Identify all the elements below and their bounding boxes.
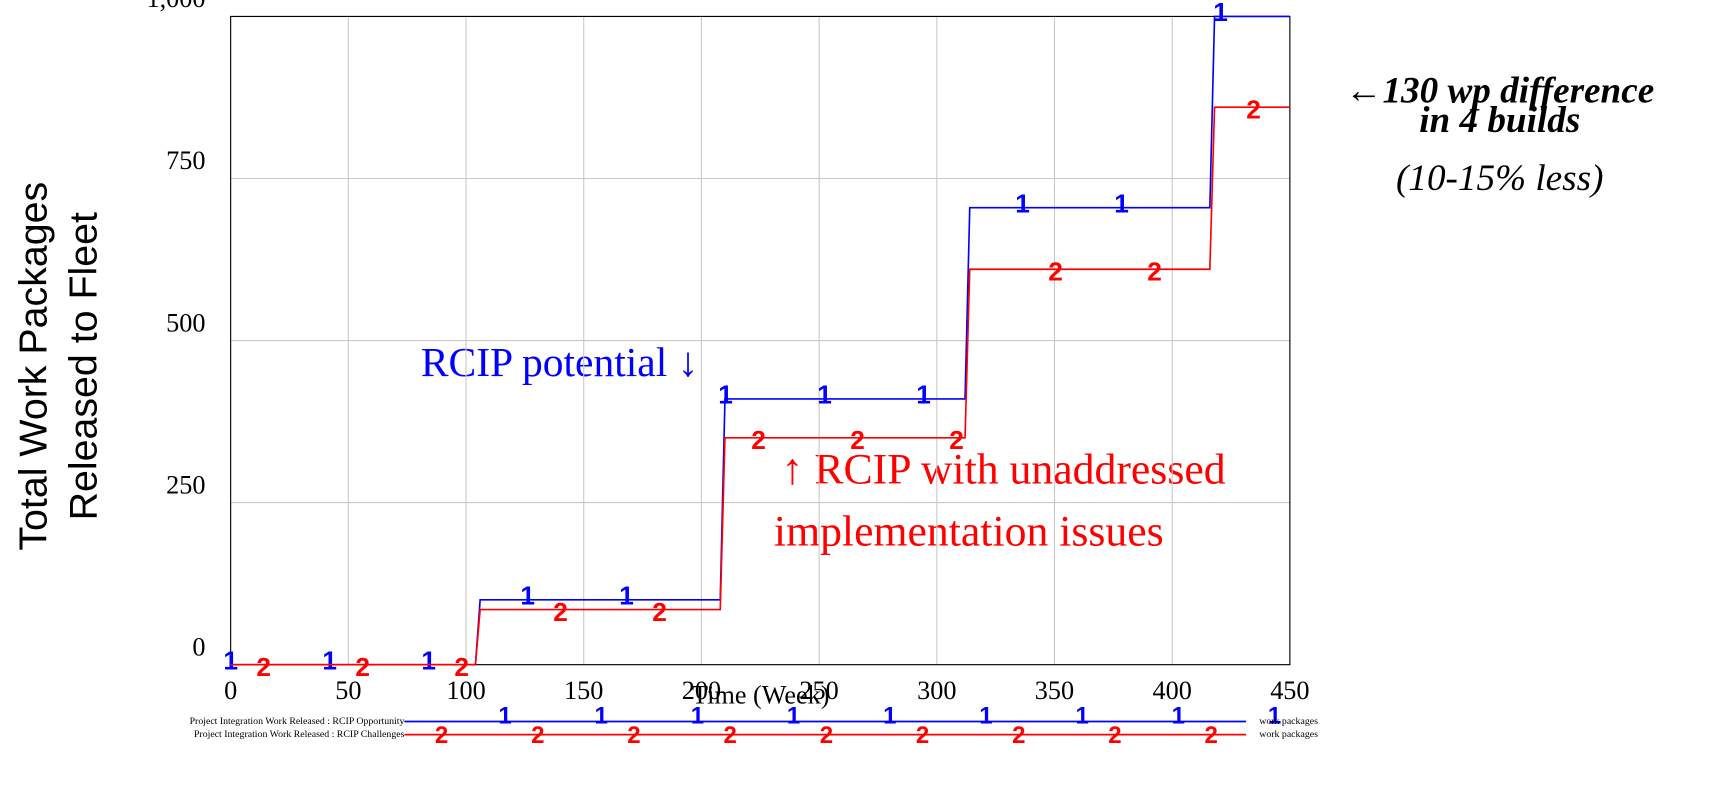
y-tick-label: 750 bbox=[166, 146, 205, 175]
series-marker: 1 bbox=[1015, 188, 1030, 218]
x-tick-label: 0 bbox=[224, 676, 237, 705]
x-tick-label: 250 bbox=[799, 676, 838, 705]
legend-marker: 2 bbox=[627, 722, 640, 749]
legend-unit: work packages bbox=[1259, 716, 1318, 727]
series-marker: 1 bbox=[1114, 188, 1129, 218]
y-axis-title: Total Work Packages Released to Fleet bbox=[11, 182, 105, 551]
legend-marker: 1 bbox=[787, 702, 800, 729]
legend-marker: 2 bbox=[916, 722, 929, 749]
y-tick-label: 0 bbox=[192, 632, 205, 661]
series-marker: 2 bbox=[355, 652, 370, 682]
legend-marker: 1 bbox=[691, 702, 704, 729]
legend-marker: 2 bbox=[724, 722, 737, 749]
annotation: RCIP potential ↓ bbox=[421, 339, 699, 385]
series-marker: 1 bbox=[916, 380, 931, 410]
annotation: ↑ RCIP with unaddressed bbox=[782, 445, 1226, 493]
series-marker: 2 bbox=[949, 425, 964, 455]
legend-unit: work packages bbox=[1259, 729, 1318, 740]
series-marker: 1 bbox=[421, 645, 436, 675]
series-marker: 1 bbox=[322, 645, 337, 675]
y-tick-label: 500 bbox=[166, 308, 205, 337]
legend-marker: 2 bbox=[1012, 722, 1025, 749]
x-tick-label: 50 bbox=[335, 676, 361, 705]
series-marker: 1 bbox=[718, 380, 733, 410]
x-tick-label: 350 bbox=[1035, 676, 1074, 705]
y-axis-title-line: Total Work Packages bbox=[11, 182, 55, 551]
legend-marker: 1 bbox=[883, 702, 896, 729]
series-marker: 2 bbox=[256, 652, 271, 682]
series-marker: 2 bbox=[454, 652, 469, 682]
legend-marker: 1 bbox=[979, 702, 992, 729]
series-marker: 2 bbox=[850, 425, 865, 455]
x-tick-label: 100 bbox=[446, 676, 485, 705]
series-marker: 2 bbox=[1147, 257, 1162, 287]
y-tick-label: 1,000 bbox=[147, 0, 206, 13]
x-tick-label: 300 bbox=[917, 676, 956, 705]
series-marker: 1 bbox=[1213, 0, 1228, 27]
legend-marker: 1 bbox=[1172, 702, 1185, 729]
annotation: in 4 builds bbox=[1419, 100, 1580, 141]
legend-marker: 1 bbox=[1268, 702, 1281, 729]
legend-marker: 2 bbox=[1108, 722, 1121, 749]
y-axis-title-line: Released to Fleet bbox=[62, 212, 106, 520]
legend-label: Project Integration Work Released : RCIP… bbox=[194, 729, 405, 740]
plot-frame bbox=[230, 15, 1291, 666]
x-axis-title: Time (Week) bbox=[692, 680, 829, 709]
legend-marker: 1 bbox=[1075, 702, 1088, 729]
legend-marker: 2 bbox=[820, 722, 833, 749]
legend-marker: 2 bbox=[435, 722, 448, 749]
series-marker: 1 bbox=[520, 581, 535, 611]
legend-marker: 1 bbox=[595, 702, 608, 729]
series-marker: 2 bbox=[751, 425, 766, 455]
x-tick-label: 200 bbox=[682, 676, 721, 705]
legend-marker: 2 bbox=[531, 722, 544, 749]
series-marker: 2 bbox=[553, 597, 568, 627]
series-marker: 2 bbox=[1246, 94, 1261, 124]
x-tick-label: 150 bbox=[564, 676, 603, 705]
series-marker: 1 bbox=[223, 645, 238, 675]
legend-marker: 1 bbox=[498, 702, 511, 729]
series-marker: 1 bbox=[619, 581, 634, 611]
annotation: ←130 wp difference bbox=[1345, 71, 1654, 112]
annotation: (10-15% less) bbox=[1396, 158, 1603, 199]
series-marker: 2 bbox=[652, 597, 667, 627]
legend-label: Project Integration Work Released : RCIP… bbox=[190, 716, 405, 727]
x-tick-label: 450 bbox=[1270, 676, 1309, 705]
x-tick-label: 400 bbox=[1153, 676, 1192, 705]
series-marker: 1 bbox=[817, 380, 832, 410]
series-marker: 2 bbox=[1048, 257, 1063, 287]
annotation: implementation issues bbox=[774, 508, 1164, 556]
y-tick-label: 250 bbox=[166, 470, 205, 499]
legend-marker: 2 bbox=[1204, 722, 1217, 749]
series-line bbox=[230, 106, 1290, 666]
